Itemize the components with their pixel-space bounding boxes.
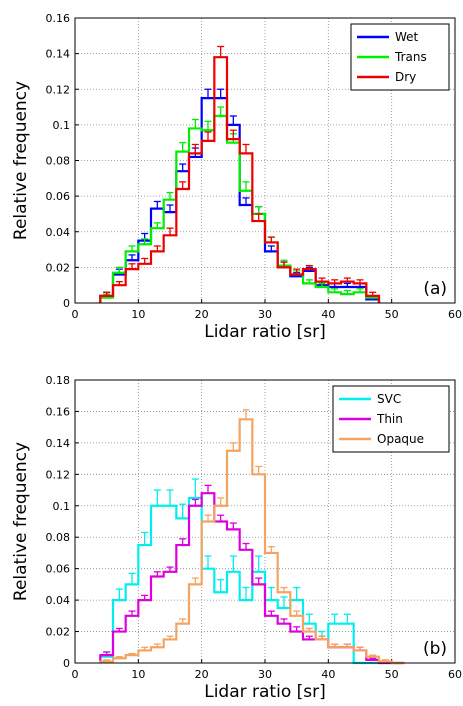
- axes-frame: [74, 17, 456, 304]
- x-tick-label: 60: [448, 668, 462, 681]
- y-tick-label: 0.14: [46, 48, 71, 61]
- y-tick-label: 0.08: [46, 531, 71, 544]
- y-tick-label: 0.16: [46, 12, 71, 25]
- panel-label: (a): [423, 279, 447, 299]
- y-tick-label: 0.04: [46, 594, 71, 607]
- x-tick-label: 20: [195, 308, 209, 321]
- legend-label: Trans: [394, 50, 427, 64]
- series-opaque: [99, 409, 405, 665]
- legend: SVC Thin Opaque: [332, 385, 450, 453]
- x-tick-label: 30: [258, 308, 272, 321]
- series-line: [99, 496, 405, 665]
- panel-b: 0 10 20 30 40 50 60 0 0.02 0.04 0.06 0.08 0.1 0.12 0.1…: [11, 374, 462, 702]
- legend-label: Dry: [395, 70, 416, 84]
- legend: Wet Trans Dry: [350, 23, 450, 91]
- series-trans: [99, 106, 381, 303]
- x-tick-label: 0: [72, 668, 79, 681]
- series-dry: [99, 45, 381, 303]
- y-tick-label: 0.08: [46, 155, 71, 168]
- y-tick-label: 0.04: [46, 226, 71, 239]
- x-tick-label: 30: [258, 668, 272, 681]
- y-axis-label: Relative frequency: [11, 442, 31, 601]
- y-tick-label: 0.06: [46, 563, 71, 576]
- axes-frame: [74, 379, 456, 664]
- y-tick-label: 0.12: [46, 83, 71, 96]
- x-tick-label: 40: [321, 308, 335, 321]
- panel-label: (b): [423, 639, 447, 659]
- y-tick-label: 0.16: [46, 405, 71, 418]
- series-line: [99, 97, 381, 303]
- series-line: [99, 114, 381, 303]
- y-tick-label: 0.06: [46, 190, 71, 203]
- y-tick-label: 0.1: [53, 500, 71, 513]
- x-tick-label: 50: [385, 308, 399, 321]
- x-tick-label: 60: [448, 308, 462, 321]
- x-tick-label: 10: [131, 308, 145, 321]
- x-tick-label: 0: [72, 308, 79, 321]
- y-tick-label: 0: [63, 657, 70, 670]
- x-tick-label: 20: [195, 668, 209, 681]
- y-tick-label: 0.02: [46, 261, 71, 274]
- legend-label: Wet: [395, 30, 419, 44]
- y-tick-label: 0.18: [46, 374, 71, 387]
- x-tick-label: 10: [131, 668, 145, 681]
- y-tick-label: 0.02: [46, 626, 71, 639]
- x-axis-label: Lidar ratio [sr]: [204, 682, 326, 702]
- y-axis-label: Relative frequency: [11, 81, 31, 240]
- y-tick-label: 0.12: [46, 468, 71, 481]
- x-axis-label: Lidar ratio [sr]: [204, 322, 326, 342]
- legend-label: SVC: [377, 392, 401, 406]
- series-line: [99, 418, 405, 665]
- y-tick-label: 0: [63, 297, 70, 310]
- panel-a: 0 10 20 30 40 50 60 0 0.02 0.04 0.06 0.08 0.1 0.12 0.1…: [11, 12, 462, 342]
- y-tick-label: 0.1: [53, 119, 71, 132]
- x-tick-label: 40: [321, 668, 335, 681]
- y-tick-label: 0.14: [46, 437, 71, 450]
- legend-label: Thin: [376, 412, 403, 426]
- legend-label: Opaque: [377, 432, 424, 446]
- x-tick-label: 50: [385, 668, 399, 681]
